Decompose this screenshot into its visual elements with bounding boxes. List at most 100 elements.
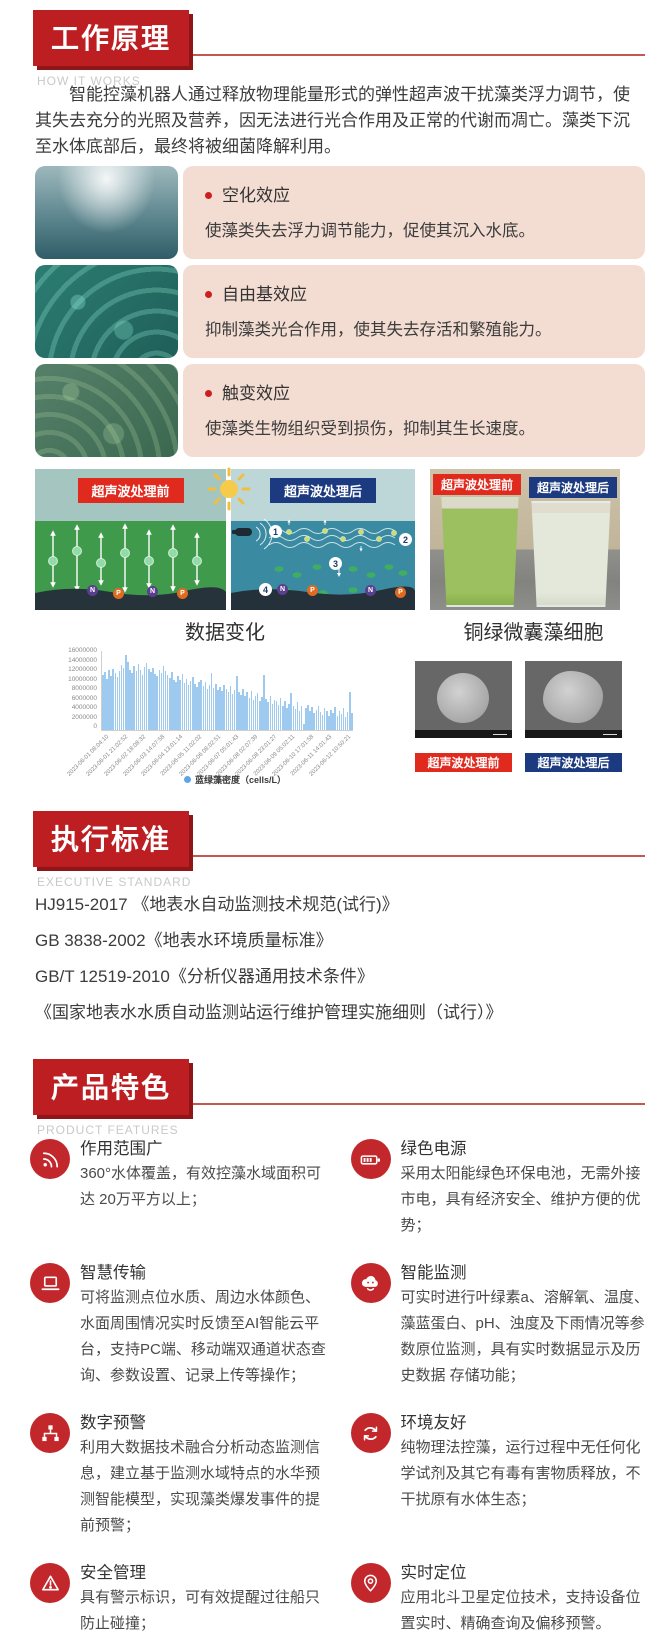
feature-green-power: 绿色电源 采用太阳能绿色环保电池，无需外接市电，具有经济安全、维护方便的优势； [350, 1137, 652, 1239]
red-bullet-icon [205, 291, 212, 298]
density-bar [288, 704, 290, 730]
density-bar [137, 663, 140, 730]
density-bar [196, 686, 198, 730]
step-badge-2: 2 [399, 533, 412, 546]
density-bar [269, 696, 271, 730]
intro-paragraph: 智能控藻机器人通过释放物理能量形式的弹性超声波干扰藻类浮力调节，使其失去充分的光… [35, 85, 630, 156]
density-bar [202, 686, 204, 730]
density-bar [114, 673, 117, 730]
feature-title: 安全管理 [80, 1564, 146, 1582]
recycle-icon [350, 1413, 391, 1453]
feature-title: 智能监测 [400, 1264, 467, 1282]
feature-title: 作用范围广 [80, 1140, 163, 1158]
density-bar [156, 676, 158, 730]
pin-icon [350, 1563, 391, 1603]
density-bar [323, 708, 326, 730]
y-tick-label: 2000000 [71, 713, 97, 721]
sem-scale-bar [603, 734, 617, 735]
section-subtitle-en: PRODUCT FEATURES [37, 1123, 179, 1137]
nutrient-badge-n: N [277, 584, 288, 595]
section-how-it-works: 工作原理 HOW IT WORKS 智能控藻机器人通过释放物理能量形式的弹性超声… [0, 10, 661, 795]
sitemap-icon [30, 1413, 70, 1453]
ultrasound-rings-image [35, 265, 178, 358]
density-bar [227, 692, 230, 730]
density-bar [244, 696, 246, 730]
density-bar [330, 709, 332, 730]
density-bar [219, 686, 221, 730]
density-bar [332, 713, 334, 730]
density-bar [261, 697, 263, 730]
density-bar [221, 691, 223, 730]
density-bar [152, 667, 154, 730]
density-bar [311, 707, 313, 730]
feature-title: 实时定位 [400, 1564, 467, 1582]
battery-icon [350, 1139, 391, 1179]
feature-title: 智慧传输 [80, 1264, 146, 1282]
density-bar [248, 698, 251, 730]
algae-cell-before [437, 673, 489, 723]
beaker-before-label: 超声波处理前 [433, 474, 522, 495]
density-bar [102, 674, 104, 730]
density-bar [317, 705, 320, 730]
density-bar [145, 662, 148, 730]
density-bar [139, 670, 142, 730]
density-bar [131, 672, 133, 730]
density-bar [225, 688, 228, 730]
density-bar [162, 665, 165, 730]
density-bar [150, 671, 152, 730]
density-bar [346, 712, 349, 730]
y-tick-label: 4000000 [71, 704, 97, 711]
nutrient-badge-p: P [395, 587, 406, 598]
features-grid: 作用范围广 360°水体覆盖，有效控藻水域面积可达 20万平方以上； 绿色电源 … [30, 1137, 651, 1637]
density-bar [198, 682, 200, 730]
density-bar [120, 665, 123, 730]
section-subtitle-en: HOW IT WORKS [37, 74, 141, 88]
y-tick-label: 8000000 [71, 685, 97, 692]
beaker-clear-after [531, 501, 611, 607]
density-bar [112, 668, 114, 730]
density-bar [284, 700, 286, 730]
red-bullet-icon [205, 390, 212, 397]
density-bar [179, 680, 181, 730]
nutrient-badge-p: P [307, 585, 318, 596]
sem-scale-bar [493, 734, 507, 735]
density-bar [106, 678, 108, 730]
step-badge-4: 4 [259, 583, 272, 596]
density-bar [315, 709, 318, 730]
density-bar [233, 690, 236, 730]
beaker-comparison-photo: 超声波处理前 超声波处理后 [430, 469, 620, 610]
y-tick-label: 14000000 [68, 656, 97, 664]
density-bar [122, 667, 125, 730]
effect-card: 自由基效应 抑制藻类光合作用，使其失去存活和繁殖能力。 [183, 265, 645, 358]
feature-positioning: 实时定位 应用北斗卫星定位技术，支持设备位置实时、精确查询及偏移预警。 [350, 1561, 652, 1637]
density-bar [183, 682, 186, 730]
density-bar [217, 690, 219, 730]
density-bar [185, 678, 188, 730]
standard-item: HJ915-2017 《地表水自动监测技术规范(试行)》 [35, 895, 399, 914]
density-bar [104, 671, 106, 730]
density-bar [250, 691, 253, 730]
step-badge-1: 1 [269, 525, 282, 538]
density-bar [328, 715, 330, 730]
density-bar [118, 670, 121, 730]
sem-before-label: 超声波处理前 [415, 753, 512, 772]
effect-desc: 使藻类生物组织受到损伤，抑制其生长速度。 [205, 420, 535, 438]
density-bar [187, 684, 190, 730]
legend-label: 蓝绿藻密度（cells/L） [194, 775, 286, 785]
density-bar [208, 685, 211, 730]
density-bar [282, 706, 284, 730]
feature-digital-warning: 数字预警 利用大数据技术融合分析动态监测信息，建立基于监测水域特点的水华预测智能… [30, 1411, 331, 1539]
density-bar [294, 709, 297, 730]
section-title: 工作原理 [33, 10, 190, 66]
density-bar [351, 713, 353, 730]
feature-title: 数字预警 [80, 1414, 146, 1432]
chart-y-axis: 16000000 14000000 12000000 10000000 8000000 6… [57, 647, 97, 731]
standard-item: GB 3838-2002《地表水环境质量标准》 [35, 931, 333, 950]
y-tick-label: 12000000 [68, 666, 97, 673]
section-features: 产品特色 PRODUCT FEATURES 作用范围广 360°水体覆盖，有效控… [0, 1059, 661, 1637]
density-bar [154, 674, 156, 730]
illustration-before-treatment: 超声波处理前 N P N P [35, 469, 226, 610]
feature-desc: 360°水体覆盖，有效控藻水域面积可达 20万平方以上； [80, 1165, 322, 1208]
before-label: 超声波处理前 [77, 478, 184, 503]
features-header: 产品特色 PRODUCT FEATURES [33, 1059, 645, 1137]
